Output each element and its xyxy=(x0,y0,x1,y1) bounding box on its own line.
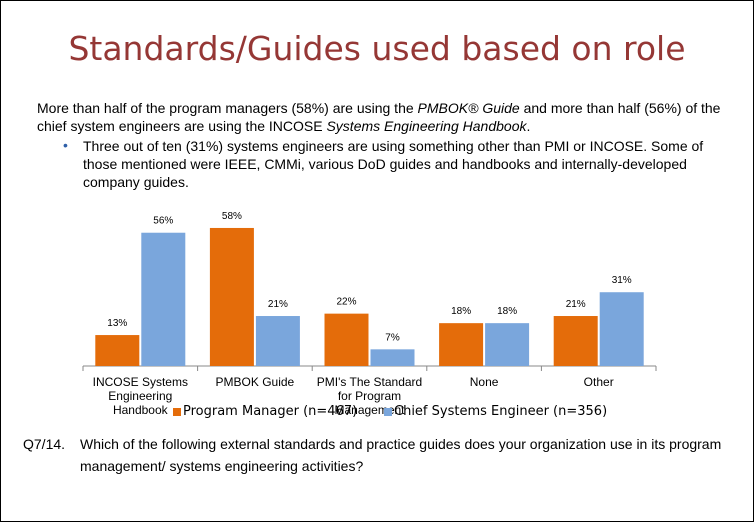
data-label: 7% xyxy=(385,332,400,343)
data-label: 21% xyxy=(268,299,288,310)
data-label: 56% xyxy=(153,216,173,227)
legend-swatch xyxy=(384,408,392,416)
data-label: 13% xyxy=(107,318,127,329)
text: and more than half (56%) of the chief sy… xyxy=(37,100,721,134)
data-label: 21% xyxy=(566,299,586,310)
text: . xyxy=(526,118,531,134)
data-label: 18% xyxy=(497,306,517,317)
bullet-marker: • xyxy=(63,137,68,153)
x-tick-label: PMBOK Guide xyxy=(215,375,295,389)
x-tick-label: INCOSE Systems Engineering Handbook xyxy=(92,375,188,417)
data-label: 22% xyxy=(336,297,356,308)
bar xyxy=(485,323,530,366)
x-tick-label: Other xyxy=(583,375,614,389)
text: Systems Engineering Handbook xyxy=(326,118,527,134)
bar xyxy=(141,232,186,366)
bar xyxy=(324,313,369,366)
text: Which of the following external standard… xyxy=(80,436,722,474)
text: PMBOK® Guide xyxy=(417,100,520,116)
bar xyxy=(95,335,140,366)
bullet-text: Three out of ten (31%) systems engineers… xyxy=(83,138,704,190)
intro-text: More than half of the program managers (… xyxy=(37,99,727,135)
question-number: Q7/14. xyxy=(23,436,66,452)
data-label: 18% xyxy=(451,306,471,317)
x-tick-label: None xyxy=(469,375,499,389)
legend-swatch xyxy=(173,408,181,416)
bar xyxy=(553,316,598,366)
bar xyxy=(255,316,300,366)
bar xyxy=(439,323,484,366)
legend-label: Chief Systems Engineer (n=356) xyxy=(394,404,608,419)
data-label: 58% xyxy=(222,211,242,222)
question: Q7/14. Which of the following external st… xyxy=(23,433,733,477)
x-tick-label: PMI's The Standard for Program Managemen… xyxy=(316,375,423,417)
bar xyxy=(370,349,415,366)
bar xyxy=(599,292,644,366)
bar xyxy=(209,227,254,366)
title: Standards/Guides used based on role xyxy=(68,29,686,68)
legend-label: Program Manager (n=467) xyxy=(183,404,358,419)
data-label: 31% xyxy=(612,275,632,286)
question-text: Which of the following external standard… xyxy=(23,433,733,477)
text: More than half of the program managers (… xyxy=(37,100,418,116)
